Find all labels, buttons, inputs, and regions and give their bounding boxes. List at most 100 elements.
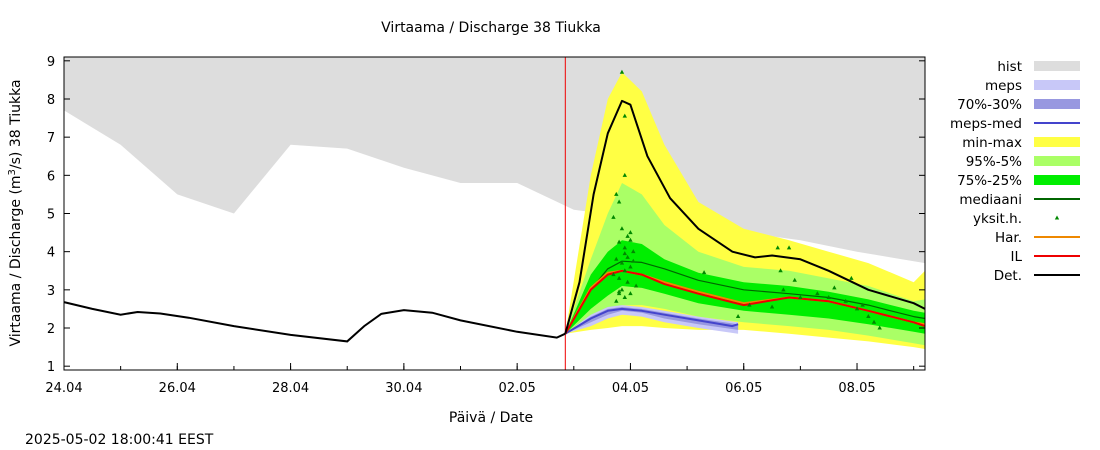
yksit-point [815, 291, 820, 296]
legend-label: meps-med [950, 116, 1022, 132]
y-tick-label: 8 [47, 93, 55, 108]
hist-band [64, 57, 925, 264]
yksit-point [735, 314, 741, 319]
yksit-point [778, 268, 783, 273]
chart-title: Virtaama / Discharge 38 Tiukka [381, 20, 601, 36]
plot-area [63, 57, 926, 370]
yksit-point [854, 306, 860, 311]
yksit-point [871, 319, 877, 324]
yksit-point [769, 304, 775, 309]
yksit-point [849, 275, 854, 280]
y-tick-label: 9 [47, 55, 55, 70]
yksit-point [622, 294, 627, 299]
yksit-point [826, 294, 831, 299]
series-line-mediaani [564, 260, 926, 335]
legend-label: IL [1010, 249, 1022, 265]
y-tick-label: 2 [47, 322, 55, 337]
yksit-point [628, 230, 633, 235]
y-tick-label: 3 [47, 284, 55, 299]
y-axis-ticks: 1 2 3 4 5 6 7 8 9 [47, 55, 925, 375]
yksit-point [622, 251, 627, 256]
yksit-point [832, 285, 837, 290]
yksit-point [877, 325, 882, 330]
yksit-point [622, 268, 627, 273]
y-axis-label-suffix: /s) 38 Tiukka [8, 79, 24, 169]
meps-70-30-band [565, 307, 739, 334]
legend-label: meps [985, 78, 1022, 94]
yksit-point [625, 254, 630, 259]
x-tick-label: 26.04 [159, 381, 196, 396]
yksit-point [622, 113, 627, 118]
yksit-point [622, 245, 627, 250]
yksit-point [619, 226, 625, 231]
yksit-point [625, 233, 630, 238]
yksit-point [616, 289, 622, 294]
yksit-point [616, 239, 622, 244]
legend: hist meps 70%-30% meps-med min-max 95%-5% 75%-… [950, 59, 1080, 284]
legend-label: mediaani [959, 192, 1022, 208]
legend-label: 95%-5% [966, 154, 1022, 170]
legend-swatch [1034, 80, 1080, 90]
y-tick-label: 4 [47, 246, 55, 261]
yksit-point [781, 287, 786, 292]
y-tick-label: 6 [47, 169, 55, 184]
legend-label: 75%-25% [957, 173, 1022, 189]
series-line-il [564, 269, 926, 335]
yksit-point [633, 283, 639, 288]
observed-line [63, 301, 566, 343]
yksit-point [631, 258, 636, 263]
x-tick-label: 30.04 [385, 381, 422, 396]
legend-label: yksit.h. [973, 211, 1022, 227]
x-tick-label: 02.05 [499, 381, 536, 396]
yksit-point [843, 298, 848, 303]
yksit-point [701, 270, 707, 275]
y-axis-label-superscript: 3 [7, 169, 18, 175]
yksit-point [611, 272, 616, 277]
yksit-point [792, 277, 797, 282]
x-axis-ticks: 24.04 26.04 28.04 30.04 02.05 04.05 06.05 08.05 [45, 363, 915, 396]
x-tick-label: 24.04 [45, 381, 82, 396]
yksit-point [611, 214, 616, 219]
series-line-meps-med [564, 307, 739, 335]
yksit-point [860, 302, 865, 307]
x-tick-label: 28.04 [272, 381, 309, 396]
yksit-point [747, 302, 752, 307]
yksit-point [628, 291, 633, 296]
yksit-point [786, 245, 792, 250]
yksit-point [622, 172, 627, 177]
yksit-point [866, 314, 871, 319]
yksit-point [631, 249, 636, 254]
p75-25-band [565, 240, 925, 334]
yksit-point [628, 264, 633, 269]
x-tick-label: 04.05 [612, 381, 649, 396]
yksit-point [614, 191, 619, 196]
yksit-point [798, 294, 803, 299]
legend-label: 70%-30% [957, 97, 1022, 113]
y-tick-label: 1 [47, 360, 55, 375]
yksit-point [614, 298, 619, 303]
legend-swatch [1034, 175, 1080, 185]
legend-swatch [1034, 156, 1080, 166]
y-axis-label: Virtaama / Discharge (m3/s) 38 Tiukka [7, 79, 24, 346]
yksit-point [625, 279, 630, 284]
legend-swatch [1054, 215, 1060, 220]
series-line-det- [564, 99, 926, 334]
x-tick-label: 08.05 [838, 381, 875, 396]
yksit-point [616, 199, 622, 204]
legend-label: hist [997, 59, 1022, 75]
yksit-point [628, 237, 633, 242]
y-tick-label: 7 [47, 131, 55, 146]
legend-label: Har. [995, 230, 1022, 246]
x-tick-label: 06.05 [725, 381, 762, 396]
yksit-point [619, 260, 625, 265]
timestamp: 2025-05-02 18:00:41 EEST [25, 432, 214, 448]
x-axis-label: Päivä / Date [449, 410, 533, 426]
legend-label: Det. [994, 268, 1022, 284]
yksit-point [775, 245, 780, 250]
legend-swatch [1034, 99, 1080, 109]
legend-swatch [1034, 137, 1080, 147]
y-axis-label-prefix: Virtaama / Discharge (m [8, 175, 24, 346]
y-tick-label: 5 [47, 208, 55, 223]
yksit-point [614, 256, 619, 261]
